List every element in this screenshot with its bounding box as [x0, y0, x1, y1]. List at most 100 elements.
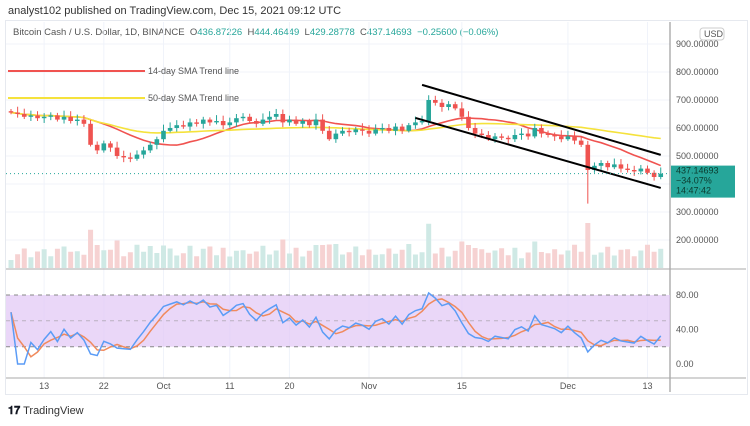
candle-body — [386, 128, 392, 131]
candle-body — [307, 121, 312, 126]
candle-body — [578, 140, 584, 145]
volume-bar — [591, 254, 597, 268]
volume-bar — [160, 245, 166, 268]
candle-body — [240, 116, 246, 119]
volume-bar — [605, 246, 611, 268]
candle-body — [194, 122, 199, 124]
candle-body — [452, 104, 458, 109]
volume-bar — [505, 255, 511, 268]
candle-body — [147, 144, 153, 151]
candle-body — [287, 119, 292, 123]
volume-bar — [472, 248, 478, 268]
volume-bar — [200, 248, 206, 268]
candle-body — [612, 164, 617, 168]
volume-bar — [267, 254, 273, 268]
volume-bar — [48, 256, 54, 268]
volume-bar — [134, 244, 140, 268]
price-tag — [671, 165, 735, 198]
price-tag-price: 437.14693 — [676, 166, 719, 176]
volume-bar — [359, 255, 365, 268]
candle-body — [532, 128, 538, 137]
volume-bar — [15, 254, 21, 268]
candle-body — [486, 135, 491, 140]
volume-bar — [373, 254, 379, 268]
candle-body — [379, 128, 385, 130]
candle-body — [68, 116, 73, 121]
candle-body — [280, 114, 286, 123]
candle-body — [346, 130, 352, 133]
change-value: −0.25600 (−0.06%) — [417, 27, 499, 38]
volume-bar — [214, 255, 220, 268]
volume-bar — [459, 241, 465, 268]
volume-bar — [260, 245, 266, 268]
candle-body — [426, 100, 431, 121]
candle-body — [505, 137, 511, 140]
volume-bar — [227, 256, 233, 268]
candle-body — [273, 114, 279, 117]
volume-bar — [538, 252, 544, 268]
volume-bar — [492, 250, 498, 268]
volume-bar — [114, 240, 120, 268]
volume-bar — [21, 248, 27, 268]
candle-body — [187, 122, 193, 127]
volume-bar — [644, 244, 650, 268]
volume-bar — [187, 245, 193, 268]
volume-bar — [107, 249, 113, 268]
candle-body — [293, 119, 299, 124]
volume-bar — [147, 246, 153, 268]
price-tick: 600.00000 — [676, 123, 719, 133]
candle-body — [161, 130, 166, 140]
candle-body — [472, 128, 478, 134]
candle-body — [631, 170, 637, 172]
candle-body — [227, 122, 233, 126]
candle-body — [21, 114, 27, 117]
legend-label: 14-day SMA Trend line — [148, 66, 239, 76]
volume-bar — [386, 248, 392, 268]
candle-body — [446, 104, 451, 107]
candle-body — [108, 143, 113, 148]
volume-bar — [439, 247, 445, 268]
close-label: C — [360, 27, 367, 38]
rsi-tick: 40.00 — [676, 325, 699, 335]
volume-bar — [233, 250, 239, 268]
time-tick: Nov — [361, 381, 378, 391]
candle-body — [466, 116, 471, 128]
currency-label: USD — [704, 29, 724, 39]
candle-body — [167, 128, 173, 131]
volume-bar — [207, 246, 213, 268]
candle-body — [81, 119, 87, 124]
volume-bar — [8, 260, 14, 268]
candle-body — [459, 108, 465, 117]
candle-body — [326, 130, 332, 140]
symbol-header: Bitcoin Cash / U.S. Dollar, 1D, BINANCE … — [13, 27, 498, 38]
volume-bar — [366, 249, 372, 268]
time-tick: Oct — [156, 381, 171, 391]
candle-body — [525, 133, 531, 137]
volume-bar — [558, 254, 564, 268]
candle-body — [419, 121, 425, 123]
volume-bar — [320, 245, 326, 268]
candle-body — [558, 136, 564, 140]
candle-body — [618, 164, 624, 169]
candle-body — [479, 133, 485, 135]
volume-bar — [94, 245, 100, 268]
open-value: 436.87226 — [197, 27, 243, 38]
volume-bar — [545, 253, 551, 268]
candle-body — [439, 102, 445, 107]
volume-bar — [412, 254, 418, 268]
brand-label: TradingView — [23, 405, 84, 417]
volume-bar — [54, 248, 60, 268]
volume-bar — [333, 244, 339, 268]
time-tick: 11 — [225, 381, 234, 391]
candle-body — [320, 119, 325, 131]
volume-bar — [61, 246, 67, 268]
volume-bar — [121, 256, 127, 268]
candle-body — [101, 143, 107, 151]
rsi-ma-line — [10, 298, 661, 358]
candle-body — [353, 129, 359, 133]
candle-body — [48, 115, 54, 117]
candle-body — [625, 168, 630, 170]
candle-body — [15, 112, 20, 114]
published-note: analyst102 published on TradingView.com,… — [8, 5, 342, 17]
